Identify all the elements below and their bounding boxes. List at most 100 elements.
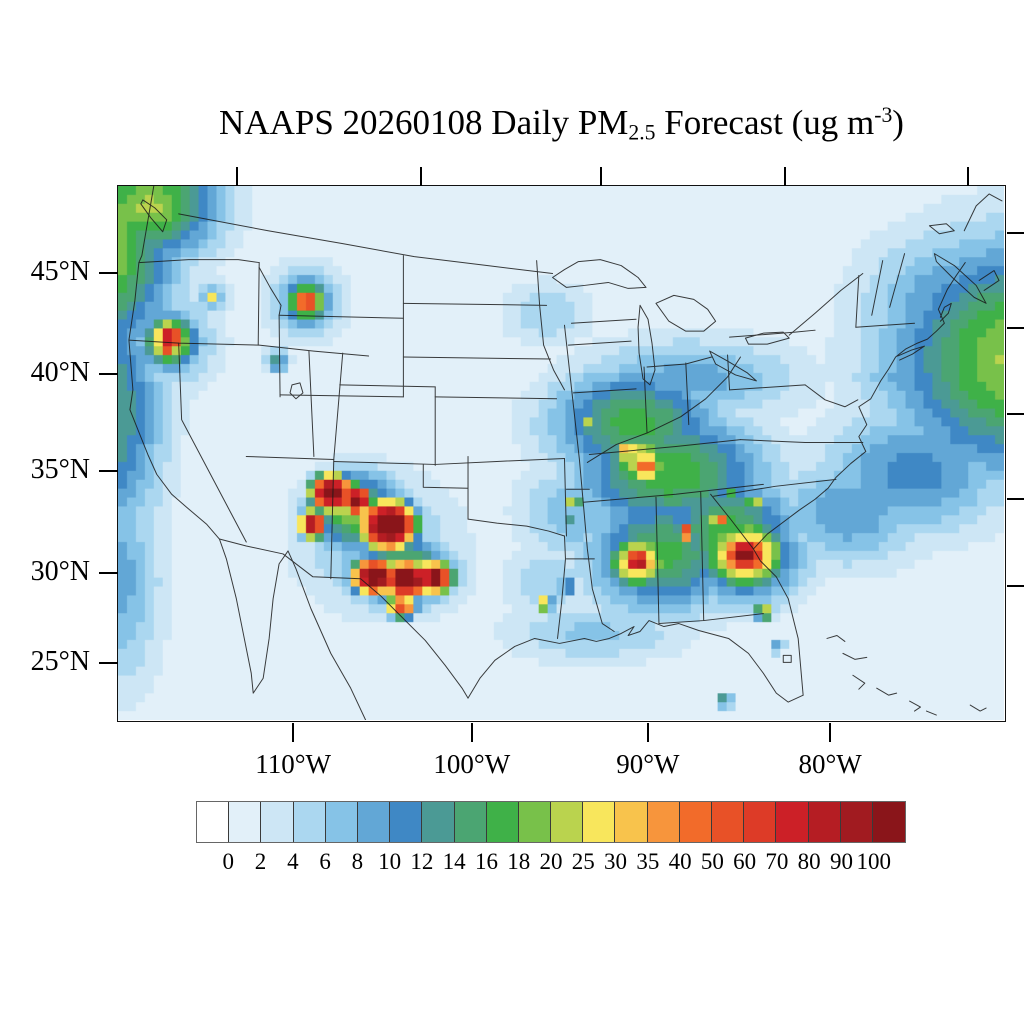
long-island [897, 345, 925, 361]
lon-tick [829, 723, 831, 742]
colorbar-tick-label: 40 [668, 849, 692, 874]
colorbar-cell [390, 802, 423, 842]
lon-label: 90°W [616, 749, 680, 779]
colorbar-tick-label: 4 [287, 849, 299, 874]
colorbar-tick-label: 14 [442, 849, 466, 874]
colorbar-tick-label: 70 [765, 849, 789, 874]
lake-erie [709, 350, 757, 382]
colorbar-tick-label: 12 [410, 849, 434, 874]
state-line-wy-west [278, 314, 281, 398]
state-line-sd-ne [402, 356, 552, 360]
state-line-42n [128, 339, 370, 357]
prince-edward-island [928, 223, 955, 235]
state-line-pa-md [729, 384, 806, 391]
cape-breton [978, 270, 1000, 291]
state-line-co-south-nm-north [333, 460, 436, 465]
state-line-ia-mo [572, 388, 637, 394]
state-line-pa-ny [729, 329, 816, 338]
colorbar-cell [422, 802, 455, 842]
colorbar-cell [261, 802, 294, 842]
colorbar-cell [325, 802, 358, 842]
state-line-ok-panhandle [422, 463, 469, 489]
lat-label: 40°N [30, 356, 90, 388]
colorbar-cell [229, 802, 262, 842]
coastline-east [752, 262, 966, 696]
colorbar-tick-label: 0 [222, 849, 235, 874]
state-line-mi-oh-in [646, 356, 713, 368]
state-line-or-id [257, 262, 260, 346]
state-line-tn-north [588, 439, 741, 455]
top-tick [967, 167, 969, 186]
colorbar-cell [551, 802, 584, 842]
pm25-concentration-raster [118, 186, 1004, 720]
right-tick [1007, 326, 1024, 329]
colorbar-tick-label: 35 [636, 849, 660, 874]
bahamas-5 [909, 700, 921, 712]
state-line-oh-pa [727, 354, 731, 391]
lon-label: 110°W [255, 749, 332, 779]
colorbar-tick-label: 6 [319, 849, 331, 874]
colorbar-cell [808, 802, 841, 842]
bahamas-3 [852, 674, 866, 690]
colorbar-cell [776, 802, 809, 842]
title-close: ) [892, 103, 904, 142]
state-line-ga-sc [710, 493, 754, 550]
state-line-va-nc [739, 439, 864, 444]
state-line-wa-or [138, 259, 260, 264]
lat-label: 30°N [30, 556, 90, 588]
right-tick [1007, 232, 1024, 234]
lat-label: 25°N [30, 645, 90, 677]
lon-tick [292, 723, 294, 742]
lat-tick [99, 572, 118, 574]
title-text: NAAPS 20260108 Daily PM [219, 103, 629, 142]
state-line-me-nh [889, 253, 906, 308]
colorbar-tick-label: 2 [254, 849, 267, 874]
state-line-nv-ut [308, 350, 315, 457]
colorbar-cell [615, 802, 648, 842]
state-line-il-wi [570, 318, 637, 324]
colorbar-tick-label: 16 [474, 849, 498, 874]
right-tick [1007, 498, 1024, 500]
great-salt-lake [289, 382, 304, 400]
st-lawrence-river [788, 273, 864, 336]
vancouver-island [140, 199, 168, 233]
state-line-mn-dakotas [536, 260, 565, 391]
colorbar-tick-label: 18 [507, 849, 531, 874]
ohio-river [586, 356, 741, 463]
bahamas-1 [826, 634, 846, 642]
colorbar-labels: 0 2 4 6 8 10 12 14 16 18 20 25 30 35 40 50 60 70 80 90 100 [196, 849, 906, 875]
island-corner [969, 704, 987, 712]
colorbar-tick-label: 20 [539, 849, 563, 874]
state-line-ca-nv [178, 342, 247, 543]
colorbar-tick-label: 25 [571, 849, 595, 874]
title-superscript: -3 [874, 103, 893, 128]
bahamas-2 [842, 652, 868, 660]
figure-title: NAAPS 20260108 Daily PM2.5 Forecast (ug … [117, 103, 1006, 145]
bahamas-4 [876, 687, 898, 696]
lon-tick [471, 723, 473, 742]
us-mexico-border [218, 538, 469, 699]
state-line-ne-ks [434, 396, 558, 400]
state-line-ma-south [855, 322, 916, 328]
state-line-ut-az-south [245, 455, 335, 460]
top-tick [599, 167, 602, 186]
title-subscript: 2.5 [628, 120, 656, 145]
colorbar-tick-label: 30 [604, 849, 628, 874]
lat-tick [99, 373, 118, 375]
colorbar-cell [486, 802, 519, 842]
top-tick [236, 167, 238, 186]
state-line-in-oh [685, 362, 690, 426]
lake-superior [552, 259, 647, 289]
colorbar [196, 801, 906, 843]
colorbar-tick-label: 10 [378, 849, 402, 874]
lon-label: 100°W [433, 749, 511, 779]
state-line-tn-south [582, 483, 764, 503]
state-line-ks-ok [434, 457, 565, 465]
bahamas-6 [925, 710, 937, 716]
lat-label: 45°N [30, 255, 90, 287]
colorbar-tick-label: 60 [733, 849, 757, 874]
state-line-id-mt [258, 267, 282, 316]
colorbar-cell [518, 802, 552, 842]
colorbar-cell [744, 802, 777, 842]
